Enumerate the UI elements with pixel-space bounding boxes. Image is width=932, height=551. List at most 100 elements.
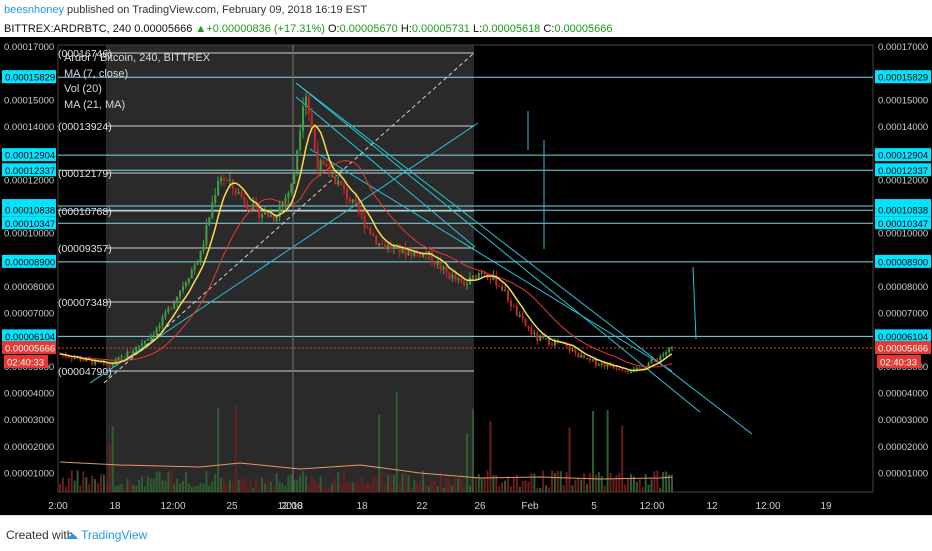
price-chart[interactable]: 0.00001000 0.00001000 0.00002000 0.00002000… [0,37,932,515]
candle-body [299,130,302,150]
candle-body [378,243,381,245]
volume-bar [539,487,542,492]
dashed-projection-line [103,52,475,384]
volume-bar [480,478,483,492]
candle-body [533,332,536,334]
trend-line [295,82,753,435]
volume-bar [208,485,211,492]
x-tick-label: Feb [521,501,539,512]
x-tick-label: 12:00 [639,501,664,512]
volume-bar [571,485,574,492]
candle-body [240,192,243,197]
volume-bar [548,487,551,492]
candle-body [594,359,597,366]
volume-bar [143,486,146,492]
candle-body [381,243,384,245]
candle-body [307,96,310,114]
volume-bar [671,474,673,492]
volume-bar [460,473,463,492]
level-label-left: 0.00012337 [5,166,55,177]
x-tick-label: 25 [226,501,238,512]
volume-bar [281,483,284,492]
candle-body [334,175,337,185]
volume-bar [111,425,114,492]
volume-bar [97,483,100,492]
tradingview-logo-icon[interactable]: ☁ TradingView [66,528,148,542]
volume-bar [155,472,158,492]
volume-bar [211,481,214,492]
volume-bar [114,485,117,492]
volume-bar [176,478,179,492]
volume-bar [108,442,111,492]
volume-bar [422,470,425,492]
y-tick-left: 0.00012000 [4,175,54,186]
candle-body [439,262,442,270]
volume-bar [272,485,275,492]
candle-body [199,250,202,262]
volume-bar [214,473,217,492]
level-badge-right [875,341,931,355]
volume-bar [287,475,290,492]
volume-bar [135,486,138,492]
volume-bar [337,472,340,492]
candle-body [671,346,673,349]
level-badge-left [2,70,56,84]
level-label-left: 0.00005666 [5,344,55,355]
candle-body [615,368,618,370]
volume-bar [556,470,559,492]
candle-body [571,349,574,351]
candle-body [132,351,135,354]
volume-bar [82,471,85,492]
candle-body [94,360,97,365]
volume-bar [67,477,70,492]
volume-bar [589,473,592,492]
candle-body [577,353,580,358]
x-tick-label: 12:00 [160,501,185,512]
volume-bar [381,471,384,492]
volume-bar [296,480,299,492]
candle-body [621,369,624,371]
candle-body [138,345,141,347]
candle-body [480,272,483,274]
volume-bar [530,473,533,492]
footer: Created with ☁ TradingView [0,515,932,551]
volume-bar [445,477,448,492]
candle-body [275,216,278,221]
candle-body [217,181,220,196]
candle-body [152,334,155,336]
volume-bar [325,487,328,492]
candle-body [237,192,240,194]
trend-line [295,96,476,248]
candle-body [222,178,225,181]
candle-body [542,337,545,339]
candle-body [386,244,389,248]
volume-bar [630,474,633,492]
volume-bar [641,487,644,492]
candle-body [202,244,205,251]
chart-area[interactable]: 0.00001000 0.00001000 0.00002000 0.00002000… [0,37,932,515]
last-price: 0.00005666 [134,23,193,35]
symbol-info: BITTREX:ARDRBTC, 240 0.00005666 ▲+0.0000… [4,22,613,36]
candle-body [498,285,501,287]
volume-bar [366,481,369,492]
volume-bar [170,470,173,492]
candle-body [284,197,287,203]
x-tick-label: 22 [416,501,428,512]
candle-body [515,306,518,316]
close-value: 0.00005666 [554,23,613,35]
symbol-label: BITTREX:ARDRBTC, 240 [4,23,132,35]
candle-body [586,358,589,360]
volume-bar [88,483,91,492]
volume-bar [504,480,507,492]
x-tick-label: 12:00 [755,501,780,512]
candle-body [146,339,149,341]
candle-body [539,337,542,341]
candle-body [527,325,530,329]
volume-bar [463,484,466,492]
volume-bar [597,472,600,492]
fib-label: (00016746) [58,48,112,60]
volume-bar [105,481,108,492]
author-link[interactable]: beesnhoney [4,4,64,16]
volume-bar [360,475,363,492]
volume-bar [158,471,161,492]
